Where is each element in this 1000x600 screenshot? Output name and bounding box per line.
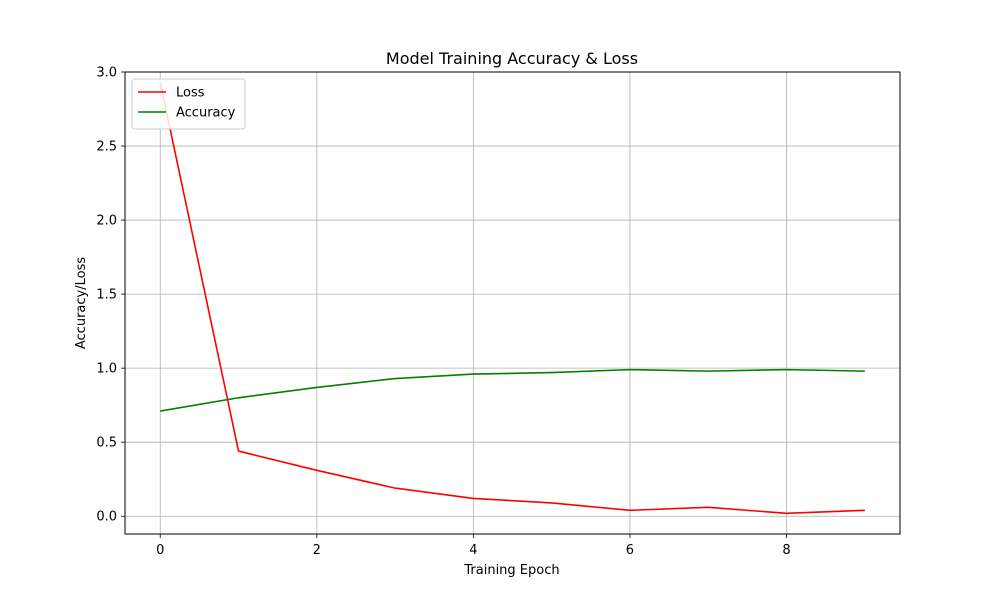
y-tick-label: 2.0 [96, 214, 117, 229]
legend-label: Accuracy [176, 106, 236, 121]
y-tick-label: 2.5 [96, 140, 117, 155]
y-tick-label: 0.0 [96, 510, 117, 525]
series-layer [159, 82, 865, 515]
chart-title: Model Training Accuracy & Loss [386, 49, 638, 68]
plot-frame [124, 71, 901, 535]
grid-lines [125, 71, 900, 534]
y-tick-label: 3.0 [96, 66, 117, 81]
x-tick-label: 8 [782, 543, 790, 558]
y-tick-label: 0.5 [96, 436, 117, 451]
legend: Loss Accuracy [131, 78, 246, 130]
series-line-accuracy [160, 368, 865, 412]
x-tick-label: 2 [313, 543, 321, 558]
x-tick-label: 0 [156, 543, 164, 558]
y-tick-label: 1.0 [96, 362, 117, 377]
x-tick-label: 4 [469, 543, 477, 558]
x-tick-label: 6 [626, 543, 634, 558]
ticks: 0 2 4 6 8 0.0 0.5 1.0 1.5 2.0 2.5 3.0 [96, 66, 790, 559]
y-tick-label: 1.5 [96, 288, 117, 303]
series-line-loss [159, 82, 865, 515]
x-axis-label: Training Epoch [463, 563, 559, 578]
legend-label: Loss [176, 86, 205, 101]
y-axis-label: Accuracy/Loss [74, 257, 89, 349]
